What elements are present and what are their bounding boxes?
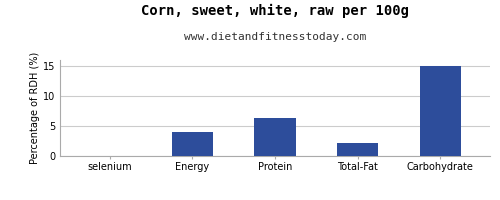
Text: www.dietandfitnesstoday.com: www.dietandfitnesstoday.com <box>184 32 366 42</box>
Text: Corn, sweet, white, raw per 100g: Corn, sweet, white, raw per 100g <box>141 4 409 18</box>
Bar <box>254 118 296 156</box>
Bar <box>337 143 378 156</box>
Bar <box>172 132 213 156</box>
Bar <box>420 66 461 156</box>
Y-axis label: Percentage of RDH (%): Percentage of RDH (%) <box>30 52 40 164</box>
